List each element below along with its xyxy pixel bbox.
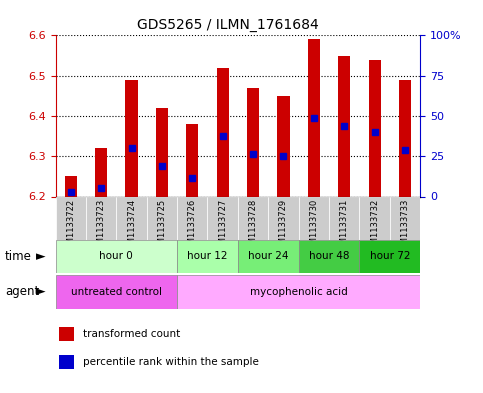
Bar (116, 196, 147, 240)
Text: hour 48: hour 48 (309, 252, 349, 261)
Bar (59, 327, 74, 341)
Bar (59, 355, 74, 369)
Bar (359, 240, 420, 273)
Bar (298, 196, 329, 240)
Text: GSM1133733: GSM1133733 (400, 198, 410, 255)
Text: hour 72: hour 72 (369, 252, 410, 261)
Text: ►: ► (36, 250, 46, 263)
Bar (399, 80, 411, 196)
Bar (208, 196, 238, 240)
Text: GSM1133724: GSM1133724 (127, 198, 136, 255)
Bar (329, 196, 359, 240)
Bar (95, 148, 107, 196)
Text: untreated control: untreated control (71, 287, 162, 297)
Bar (56, 196, 86, 240)
Text: ►: ► (36, 285, 46, 298)
Bar (177, 196, 208, 240)
Text: hour 24: hour 24 (248, 252, 288, 261)
Text: time: time (5, 250, 32, 263)
Bar (177, 240, 238, 273)
Bar (390, 196, 420, 240)
Bar (56, 275, 177, 309)
Text: GSM1133723: GSM1133723 (97, 198, 106, 255)
Bar (186, 124, 199, 196)
Bar (338, 55, 350, 196)
Text: GDS5265 / ILMN_1761684: GDS5265 / ILMN_1761684 (137, 18, 319, 32)
Bar (369, 59, 381, 196)
Bar (308, 39, 320, 197)
Text: GSM1133726: GSM1133726 (188, 198, 197, 255)
Bar (126, 80, 138, 196)
Text: GSM1133725: GSM1133725 (157, 198, 167, 255)
Bar (247, 88, 259, 196)
Text: GSM1133731: GSM1133731 (340, 198, 349, 255)
Bar (56, 240, 177, 273)
Text: transformed count: transformed count (83, 329, 180, 339)
Text: GSM1133730: GSM1133730 (309, 198, 318, 255)
Text: GSM1133728: GSM1133728 (249, 198, 257, 255)
Text: percentile rank within the sample: percentile rank within the sample (83, 357, 259, 367)
Bar (238, 240, 298, 273)
Bar (277, 96, 289, 196)
Text: GSM1133727: GSM1133727 (218, 198, 227, 255)
Bar (238, 196, 268, 240)
Bar (147, 196, 177, 240)
Bar (86, 196, 116, 240)
Text: mycophenolic acid: mycophenolic acid (250, 287, 348, 297)
Bar (298, 240, 359, 273)
Bar (156, 108, 168, 196)
Text: GSM1133729: GSM1133729 (279, 198, 288, 255)
Text: GSM1133722: GSM1133722 (66, 198, 75, 255)
Text: hour 12: hour 12 (187, 252, 228, 261)
Bar (65, 176, 77, 196)
Text: hour 0: hour 0 (99, 252, 133, 261)
Text: agent: agent (5, 285, 39, 298)
Bar (177, 275, 420, 309)
Bar (268, 196, 298, 240)
Bar (359, 196, 390, 240)
Bar (216, 68, 229, 196)
Text: GSM1133732: GSM1133732 (370, 198, 379, 255)
